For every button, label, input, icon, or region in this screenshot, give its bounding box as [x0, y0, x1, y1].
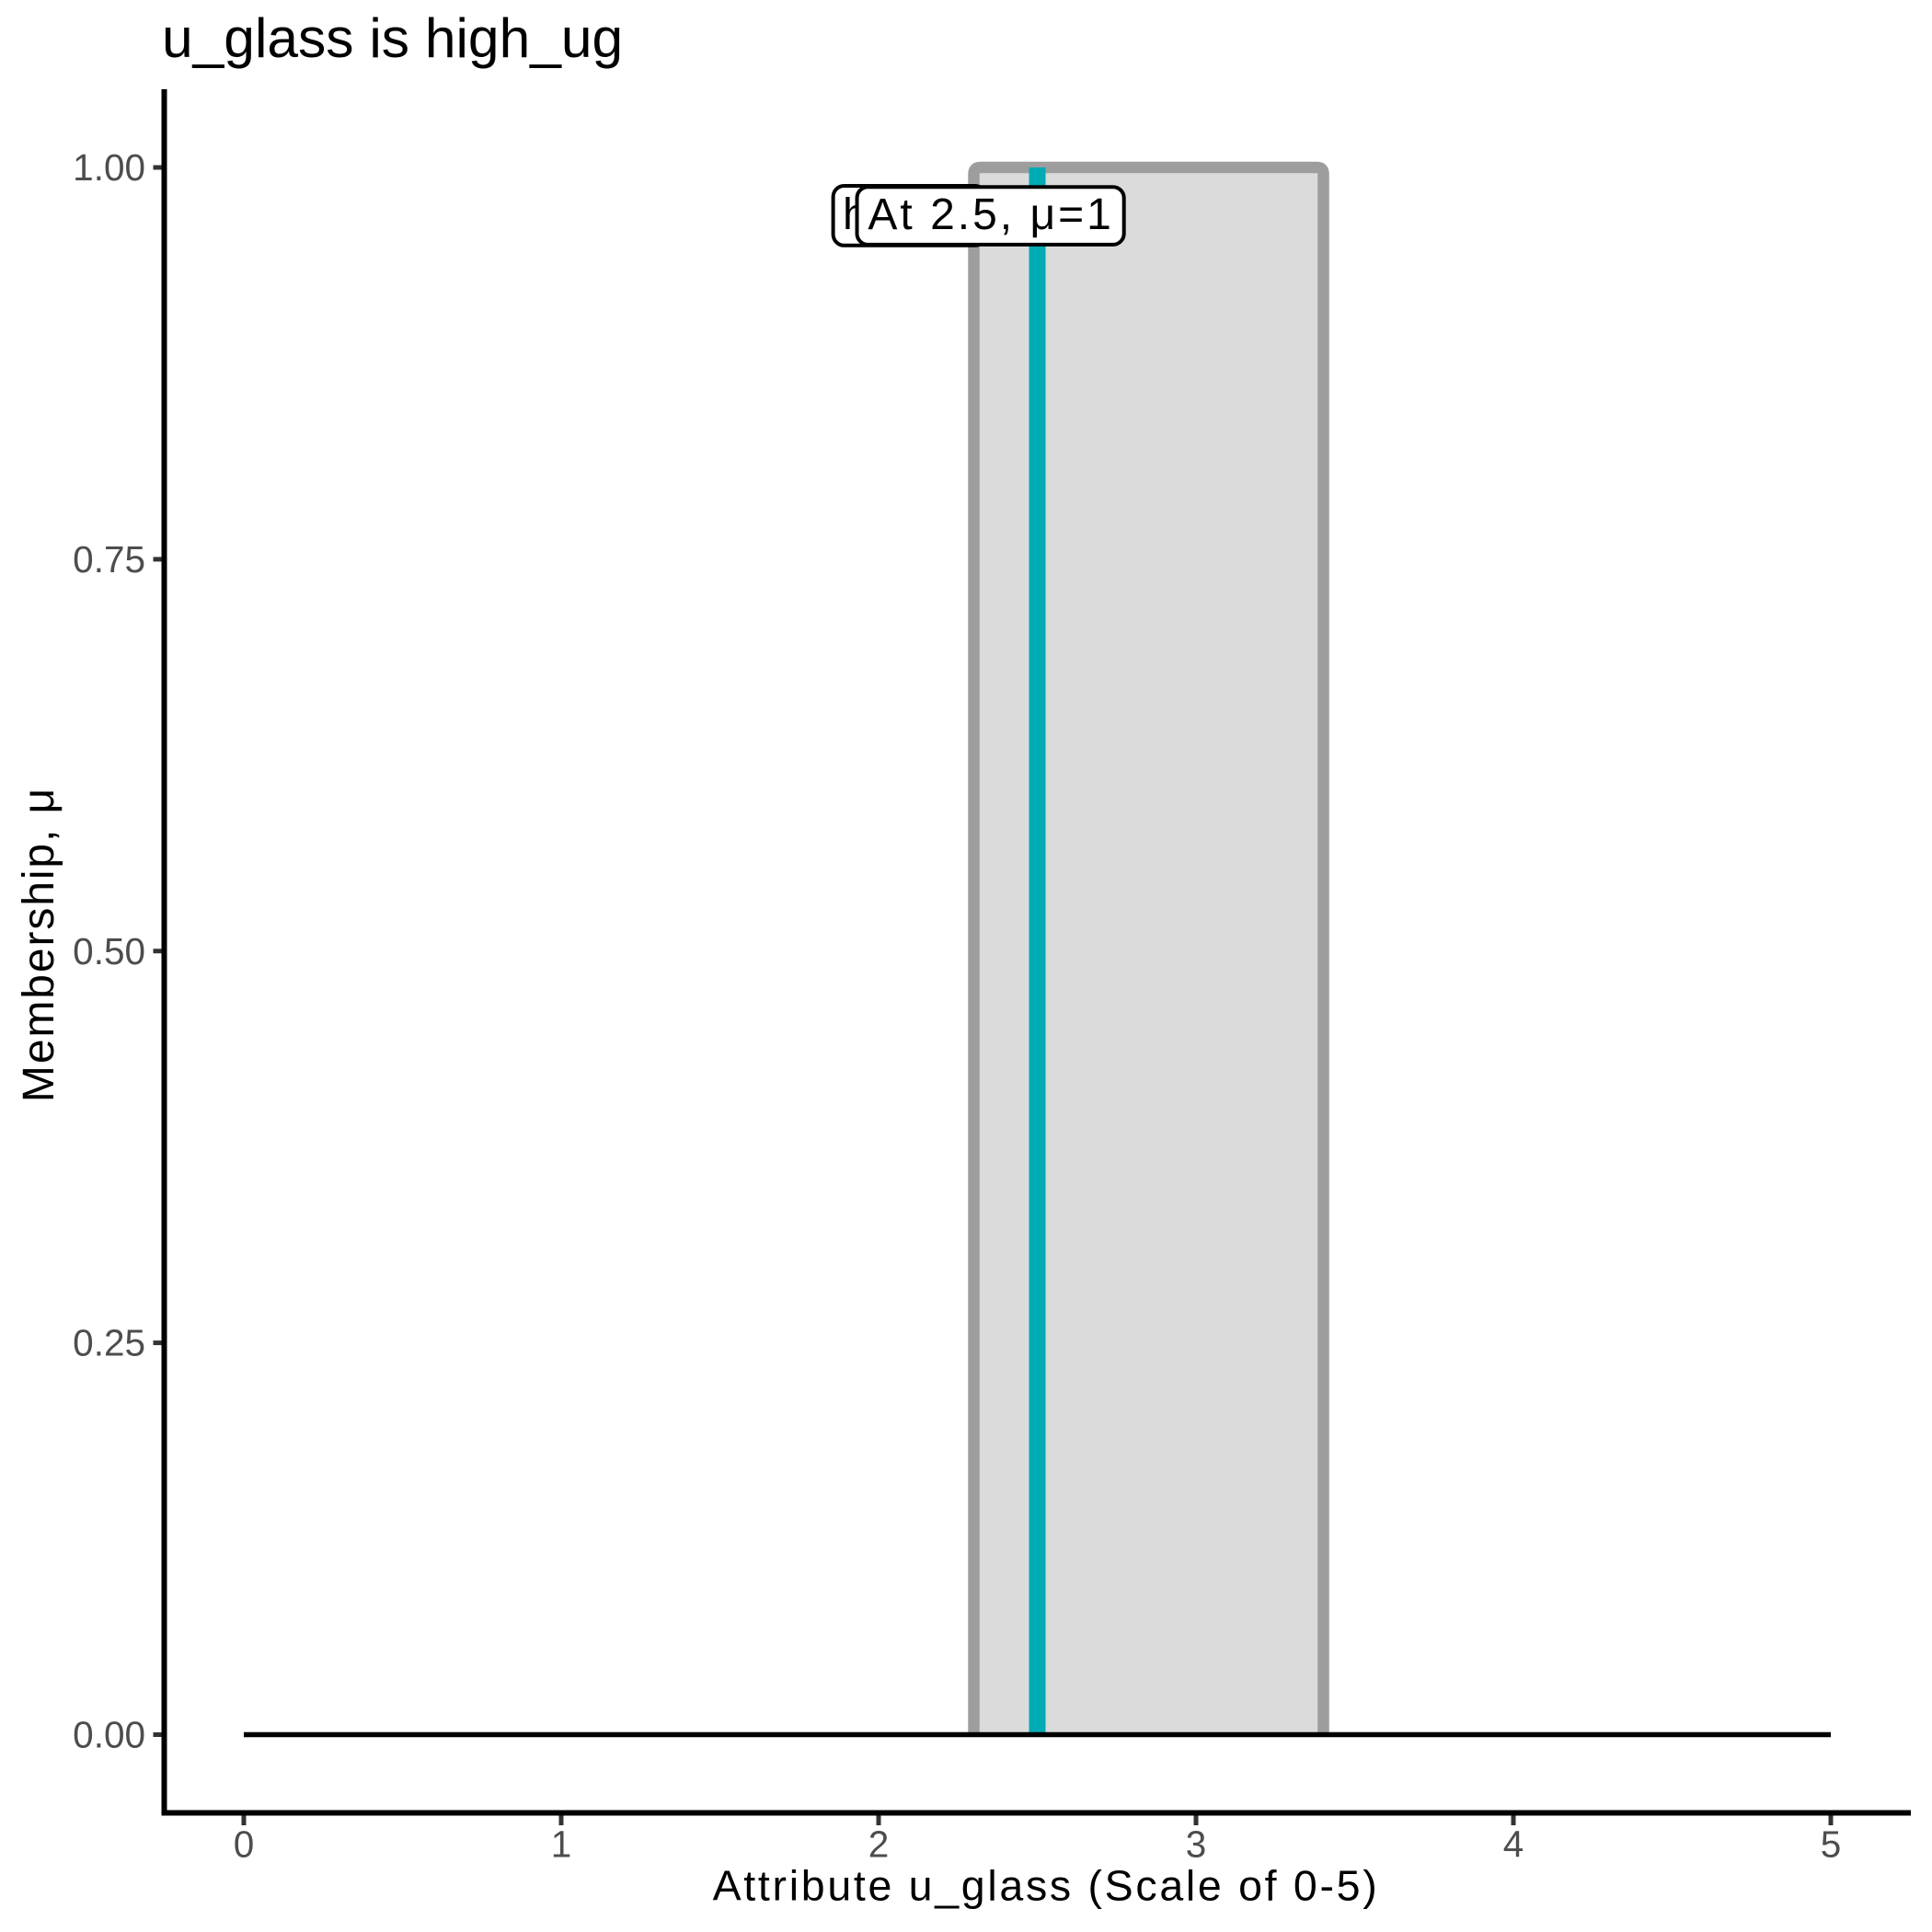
svg-text:5: 5 — [1821, 1823, 1842, 1866]
svg-text:Attribute u_glass (Scale of 0-: Attribute u_glass (Scale of 0-5) — [713, 1862, 1380, 1910]
svg-text:At 2.5, μ=1: At 2.5, μ=1 — [868, 190, 1113, 239]
svg-text:4: 4 — [1503, 1823, 1524, 1866]
svg-text:2: 2 — [868, 1823, 890, 1866]
svg-text:0.25: 0.25 — [73, 1322, 145, 1364]
svg-text:0.50: 0.50 — [73, 930, 145, 972]
svg-text:Membership, μ: Membership, μ — [15, 787, 63, 1102]
svg-text:u_glass is high_ug: u_glass is high_ug — [162, 6, 623, 69]
svg-text:1: 1 — [551, 1823, 572, 1866]
svg-text:0.75: 0.75 — [73, 538, 145, 581]
svg-text:3: 3 — [1186, 1823, 1207, 1866]
svg-text:0.00: 0.00 — [73, 1714, 145, 1756]
svg-text:1.00: 1.00 — [73, 146, 145, 189]
svg-text:0: 0 — [234, 1823, 255, 1866]
